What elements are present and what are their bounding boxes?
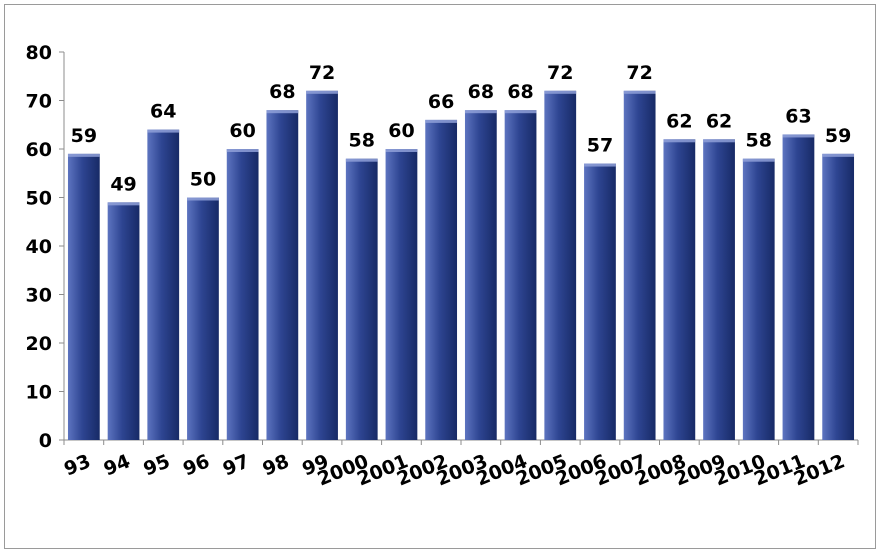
bar (107, 202, 140, 440)
bar (544, 90, 577, 441)
data-label: 58 (746, 130, 772, 152)
bar-top-bevel (584, 163, 616, 167)
bar (742, 158, 775, 440)
bar-top-bevel (266, 110, 299, 114)
bar-top-bevel (742, 158, 775, 162)
data-label: 66 (428, 91, 454, 113)
data-label: 68 (507, 81, 533, 103)
bar-top-bevel (385, 149, 418, 152)
bar-top-bevel (782, 134, 815, 138)
bar-top-bevel (306, 90, 338, 94)
data-label: 59 (825, 125, 851, 147)
x-tick-label: 98 (259, 450, 292, 480)
bar-top-bevel (544, 90, 577, 94)
data-labels: 59 49 64 50 60 68 72 58 60 66 68 68 72 57 72 62 62 58 63 59 (71, 62, 852, 196)
data-label: 63 (785, 105, 811, 127)
bar (703, 139, 735, 441)
y-tick-label: 10 (26, 382, 52, 404)
bar (306, 90, 338, 441)
bar-top-bevel (703, 139, 735, 143)
data-label: 72 (309, 62, 335, 84)
data-label: 49 (110, 173, 136, 195)
x-tick-label: 95 (140, 450, 173, 480)
data-label: 72 (547, 62, 573, 84)
bar (584, 163, 616, 441)
bar (663, 139, 696, 441)
bar (822, 153, 855, 440)
bar (623, 90, 656, 441)
y-axis: 0 10 20 30 40 50 60 70 80 (26, 42, 65, 452)
bar-top-bevel (504, 110, 537, 114)
y-tick-label: 50 (26, 188, 52, 210)
data-label: 60 (229, 120, 255, 142)
data-label: 60 (388, 120, 414, 142)
data-label: 72 (626, 62, 652, 84)
bar-top-bevel (226, 149, 259, 152)
bar-top-bevel (107, 202, 140, 206)
bar-top-bevel (345, 158, 378, 162)
x-tick-label: 94 (101, 450, 134, 480)
data-label: 68 (468, 81, 494, 103)
bar-top-bevel (663, 139, 696, 143)
data-label: 58 (349, 130, 375, 152)
x-tick-label: 96 (180, 450, 213, 480)
y-tick-label: 0 (39, 430, 52, 452)
data-label: 59 (71, 125, 97, 147)
x-tick-label: 93 (61, 450, 94, 480)
x-axis: 93 94 95 96 97 98 9920002001200220032004200520… (61, 439, 859, 490)
bar (782, 134, 815, 440)
bar (67, 153, 100, 440)
x-tick-label: 97 (220, 450, 253, 480)
data-label: 62 (666, 110, 692, 132)
bar (385, 149, 418, 440)
bar (266, 110, 299, 440)
bar-top-bevel (187, 197, 219, 201)
bar (464, 110, 497, 440)
y-tick-label: 70 (26, 91, 52, 113)
bar-top-bevel (425, 119, 458, 123)
bar (187, 197, 219, 440)
bar (147, 129, 180, 440)
bar-top-bevel (147, 129, 180, 133)
bar (345, 158, 378, 440)
bar (226, 149, 259, 440)
data-label: 68 (269, 81, 295, 103)
bar (504, 110, 537, 440)
bar-top-bevel (67, 153, 100, 157)
data-label: 62 (706, 110, 732, 132)
bar-top-bevel (464, 110, 497, 114)
data-label: 50 (190, 169, 216, 191)
y-tick-label: 30 (26, 285, 52, 307)
data-label: 64 (150, 101, 176, 123)
bar-top-bevel (822, 153, 855, 157)
bar (425, 119, 458, 441)
bars (67, 90, 855, 441)
y-tick-label: 60 (26, 139, 52, 161)
bar-top-bevel (623, 90, 656, 94)
y-tick-label: 80 (26, 42, 52, 64)
y-tick-label: 20 (26, 333, 52, 355)
y-tick-label: 40 (26, 236, 52, 258)
data-label: 57 (587, 135, 613, 157)
